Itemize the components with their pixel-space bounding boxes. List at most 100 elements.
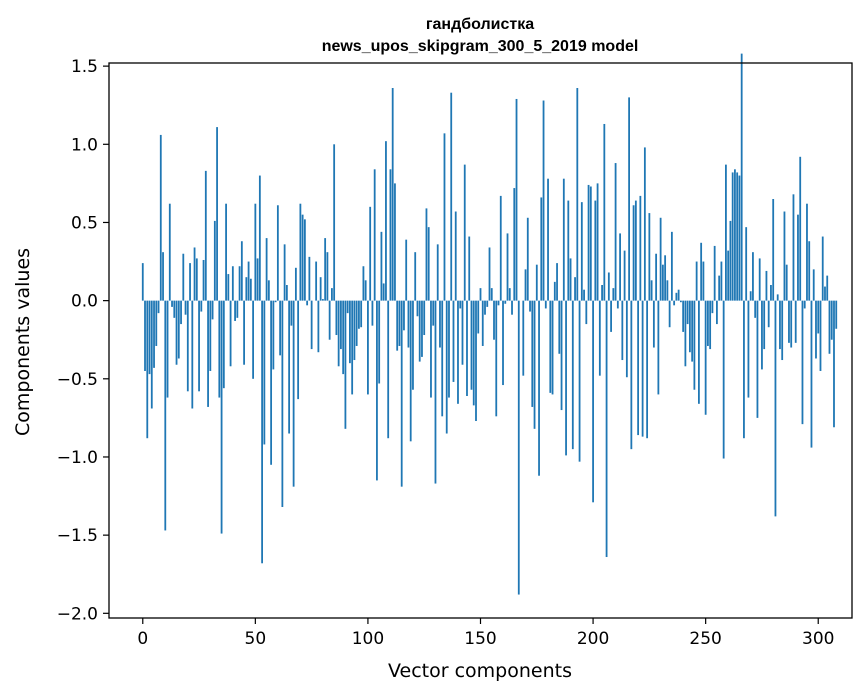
bar [452,300,455,382]
bar [598,300,601,376]
bar [204,170,207,301]
bar [745,227,748,301]
bar [821,236,824,301]
bar [265,238,268,301]
bar [270,300,273,465]
bar [761,300,763,370]
x-tick-label: 150 [464,629,496,649]
bar [493,300,495,340]
bar [734,169,736,301]
bar [398,300,401,346]
bar [249,278,252,301]
bar [443,133,446,301]
bar [801,300,804,425]
bar [616,300,619,309]
chart-subtitle: news_upos_skipgram_300_5_2019 model [322,38,639,55]
bar [713,245,716,301]
bar [628,97,630,301]
bar [240,241,243,301]
bar [508,288,511,301]
bar [358,300,360,329]
y-tick-label: 0.5 [71,213,98,233]
bar [592,300,594,503]
bar [387,300,390,439]
bar [652,300,655,348]
bar [267,280,270,301]
bar [454,211,457,301]
bar [479,288,482,301]
bar [756,300,759,418]
bar [285,285,288,301]
bar [718,275,721,301]
bar [835,300,838,329]
bar [191,300,194,409]
bar [792,194,795,301]
bar [162,252,164,301]
bar [380,231,383,301]
bar [470,300,473,390]
bar [258,175,261,301]
bar [499,195,502,301]
bar [220,300,223,534]
x-tick-label: 250 [689,629,721,649]
bar [576,88,579,301]
bar [625,300,628,378]
bar [673,300,676,306]
bar [614,163,617,301]
bar [788,300,790,343]
bar [225,203,227,301]
bar [308,256,311,301]
bar [355,300,358,346]
bar [794,300,797,343]
bar [319,277,322,301]
chart-title: гандболистка [426,16,534,33]
bar [583,289,585,301]
bar [515,98,518,301]
bar [749,291,752,301]
bar [517,300,520,595]
y-tick-label: −1.0 [57,448,98,468]
bar [349,300,351,364]
bar [511,300,513,315]
bar [407,300,410,348]
x-axis-label: Vector components [388,660,572,682]
bar [668,300,671,328]
bar [457,300,459,404]
bar [231,266,234,301]
bar [632,205,635,301]
plot-frame [108,62,853,619]
bar [567,200,570,301]
bar [344,300,347,429]
bar [691,300,694,362]
bar [153,300,155,368]
bar [725,164,727,301]
bar [808,241,811,301]
bar [594,200,597,301]
bar [731,172,734,301]
bar [274,300,277,303]
bar [484,300,486,315]
bar [353,300,356,361]
bar [297,300,300,400]
bar [670,231,673,301]
bar [752,252,754,301]
bar [729,220,732,301]
y-tick-label: −2.0 [57,604,98,624]
bar [315,261,318,301]
bar [159,134,162,301]
bar [466,300,468,396]
bar [369,206,372,301]
bar [218,300,221,398]
bar [182,253,185,301]
bar [362,266,365,301]
bar [607,272,610,301]
bar [664,255,667,301]
bar [693,300,696,390]
y-tick-label: 1.5 [71,57,98,77]
bar [310,300,313,350]
bar [376,300,378,481]
bar [263,300,266,445]
bar [738,175,741,301]
bar [722,300,725,459]
